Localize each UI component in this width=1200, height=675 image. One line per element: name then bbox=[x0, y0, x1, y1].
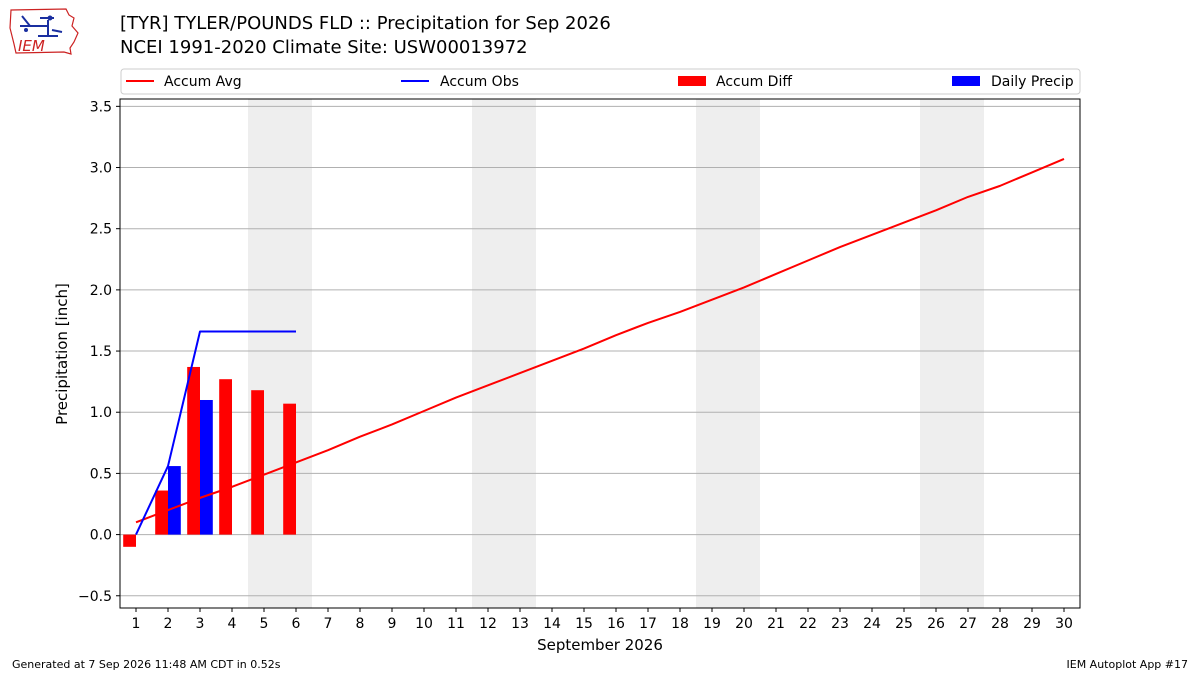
x-tick-label: 20 bbox=[735, 616, 753, 632]
y-tick-label: 0.5 bbox=[90, 466, 112, 482]
x-tick-label: 29 bbox=[1023, 616, 1041, 632]
x-tick-label: 5 bbox=[260, 616, 269, 632]
sensor-dot-icon bbox=[24, 28, 28, 32]
x-tick-label: 17 bbox=[639, 616, 657, 632]
y-axis-label: Precipitation [inch] bbox=[53, 283, 71, 425]
x-tick-label: 22 bbox=[799, 616, 817, 632]
y-tick-label: 1.0 bbox=[90, 405, 112, 421]
weekend-band bbox=[472, 99, 536, 608]
daily-precip-bar bbox=[168, 466, 181, 535]
x-tick-label: 11 bbox=[447, 616, 465, 632]
x-tick-label: 25 bbox=[895, 616, 913, 632]
accum-diff-bar bbox=[123, 534, 136, 547]
iowa-outline-icon bbox=[9, 8, 79, 55]
sensor-dot-icon bbox=[47, 15, 53, 21]
grid-lines bbox=[120, 105, 1080, 597]
logo-text: IEM bbox=[18, 37, 45, 55]
y-tick-label: 2.0 bbox=[90, 283, 112, 299]
iem-logo: IEM bbox=[8, 6, 80, 62]
plot-frame bbox=[119, 98, 1081, 609]
chart-title: [TYR] TYLER/POUNDS FLD :: Precipitation … bbox=[120, 13, 611, 34]
x-tick-label: 24 bbox=[863, 616, 881, 632]
accum-obs-line bbox=[135, 330, 296, 536]
weekend-band bbox=[696, 99, 760, 608]
x-tick-label: 28 bbox=[991, 616, 1009, 632]
y-tick-label: 3.0 bbox=[90, 161, 112, 177]
y-tick-label: 3.5 bbox=[90, 99, 112, 115]
x-tick-label: 18 bbox=[671, 616, 689, 632]
axis-ticks: −0.50.00.51.01.52.02.53.03.51 2 3 4 5 6 7 8 9 10 1… bbox=[78, 99, 1073, 632]
weekend-shading bbox=[248, 99, 984, 608]
x-tick-label: 13 bbox=[511, 616, 529, 632]
legend-frame bbox=[120, 68, 1081, 95]
x-tick-label: 2 bbox=[164, 616, 173, 632]
x-tick-label: 8 bbox=[356, 616, 365, 632]
x-tick-label: 23 bbox=[831, 616, 849, 632]
generated-timestamp: Generated at 7 Sep 2026 11:48 AM CDT in … bbox=[12, 658, 281, 671]
x-tick-label: 16 bbox=[607, 616, 625, 632]
x-tick-label: 14 bbox=[543, 616, 561, 632]
legend-label-accum-avg: Accum Avg bbox=[164, 74, 242, 90]
x-tick-label: 12 bbox=[479, 616, 497, 632]
legend-label-accum-obs: Accum Obs bbox=[440, 74, 519, 90]
accum-diff-bar bbox=[283, 403, 296, 535]
weekend-band bbox=[920, 99, 984, 608]
accum-diff-bar bbox=[251, 390, 264, 535]
weather-instrument-icon bbox=[20, 15, 63, 37]
x-tick-label: 19 bbox=[703, 616, 721, 632]
x-tick-label: 1 bbox=[132, 616, 141, 632]
x-tick-label: 26 bbox=[927, 616, 945, 632]
legend-label-accum-diff: Accum Diff bbox=[716, 74, 792, 90]
accum-diff-bar bbox=[187, 366, 200, 535]
legend: Accum Avg Accum Obs Accum Diff Daily Pre… bbox=[120, 68, 1081, 95]
legend-label-daily-precip: Daily Precip bbox=[991, 74, 1074, 90]
y-tick-label: 2.5 bbox=[90, 222, 112, 238]
y-tick-label: 1.5 bbox=[90, 344, 112, 360]
x-tick-label: 6 bbox=[292, 616, 301, 632]
accum-diff-bar bbox=[219, 379, 232, 535]
accum-avg-line bbox=[135, 158, 1065, 524]
app-credit: IEM Autoplot App #17 bbox=[1066, 658, 1189, 671]
x-tick-label: 9 bbox=[388, 616, 397, 632]
x-tick-label: 3 bbox=[196, 616, 205, 632]
x-tick-label: 27 bbox=[959, 616, 977, 632]
lines bbox=[135, 158, 1065, 536]
x-tick-label: 10 bbox=[415, 616, 433, 632]
x-tick-label: 4 bbox=[228, 616, 237, 632]
legend-swatch-accum-diff bbox=[678, 76, 706, 86]
x-tick-label: 15 bbox=[575, 616, 593, 632]
x-axis-label: September 2026 bbox=[537, 636, 663, 654]
y-tick-label: 0.0 bbox=[90, 528, 112, 544]
legend-swatch-daily-precip bbox=[952, 76, 980, 86]
y-tick-label: −0.5 bbox=[78, 589, 112, 605]
daily-precip-bar bbox=[200, 399, 213, 535]
x-tick-label: 7 bbox=[324, 616, 333, 632]
x-tick-label: 30 bbox=[1055, 616, 1073, 632]
x-tick-label: 21 bbox=[767, 616, 785, 632]
chart-subtitle: NCEI 1991-2020 Climate Site: USW00013972 bbox=[120, 37, 528, 58]
